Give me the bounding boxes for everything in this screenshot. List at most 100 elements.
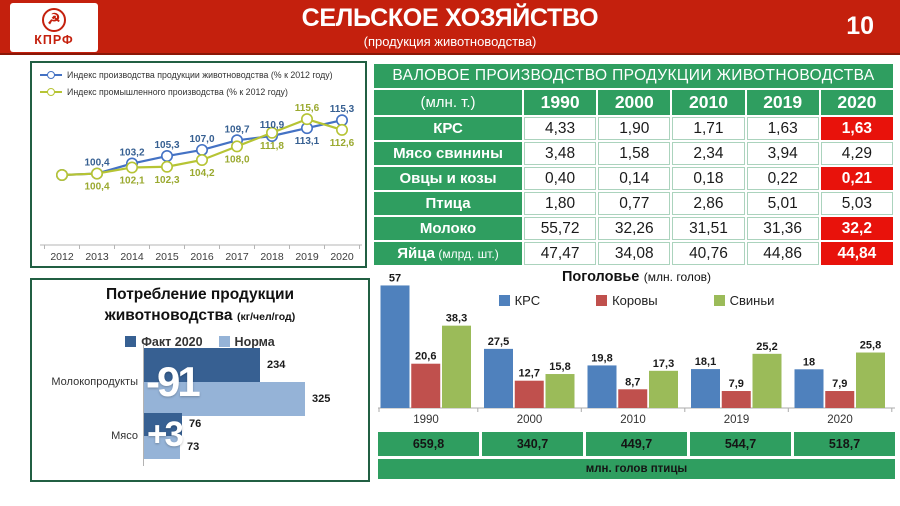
livestock-bar — [484, 348, 513, 408]
x-tick-label: 2016 — [190, 251, 214, 263]
title-units: (кг/чел/год) — [236, 310, 296, 323]
category-label: Молокопродукты — [51, 376, 138, 388]
livestock-bar — [856, 352, 885, 408]
page-subtitle: (продукция животноводства) — [363, 34, 537, 49]
unit-header-cell: (млн. т.) — [374, 90, 522, 115]
row-label-cell: Молоко — [374, 217, 522, 240]
production-table-grid: ВАЛОВОЕ ПРОИЗВОДСТВО ПРОДУКЦИИ ЖИВОТНОВО… — [372, 62, 895, 267]
x-tick-label: 2015 — [155, 251, 179, 263]
bar-value-label: 7,9 — [729, 378, 744, 390]
bar-value-label: 57 — [389, 272, 401, 284]
value-cell: 47,47 — [524, 242, 597, 265]
cows-swatch-icon — [596, 295, 608, 306]
bar-value-label: 7,9 — [832, 378, 847, 390]
table-row: Яйца (млрд. шт.) 47,47 34,08 40,76 44,86 44,8… — [374, 242, 893, 265]
y-axis-line — [143, 344, 144, 466]
value-cell: 0,18 — [672, 167, 745, 190]
delta-label: +3 — [147, 415, 184, 454]
value-cell: 34,08 — [598, 242, 671, 265]
value-cell: 1,63 — [820, 117, 893, 140]
livestock-bar — [825, 391, 855, 408]
delta-label: -91 — [146, 358, 201, 405]
kprf-logo: ☭ КПРФ — [10, 3, 98, 52]
data-point — [196, 143, 209, 156]
consumption-bar — [144, 348, 260, 382]
value-cell: 40,76 — [672, 242, 745, 265]
hammer-sickle-icon: ☭ — [42, 8, 66, 32]
legend-label: Свиньи — [729, 293, 775, 308]
title-units: (млн. голов) — [643, 270, 712, 284]
point-label: 115,6 — [295, 103, 320, 114]
data-point — [335, 123, 348, 136]
value-cell: 2,34 — [672, 142, 745, 165]
index-line-chart-panel: Индекс производства продукции животновод… — [30, 61, 367, 268]
year-header-cell: 2020 — [820, 90, 893, 115]
index-line-chart: 2012 2013 2014 2015 2016 2017 2018 2019 2020 100,… — [40, 103, 362, 263]
value-cell: 32,26 — [598, 217, 671, 240]
livestock-bar — [794, 369, 824, 408]
bar-value-label: 73 — [187, 441, 200, 453]
row-label-cell: Овцы и козы — [374, 167, 522, 190]
point-label: 102,3 — [154, 175, 179, 186]
value-cell: 44,84 — [820, 242, 893, 265]
table-row: Мясо свинины 3,48 1,58 2,34 3,94 4,29 — [374, 142, 893, 165]
legend-item-pigs: Свиньи — [713, 293, 775, 308]
livestock-bar — [380, 285, 410, 408]
data-point — [161, 150, 174, 163]
livestock-bar — [752, 353, 782, 408]
livestock-chart-title: Поголовье (млн. голов) — [378, 268, 895, 286]
row-label-cell: КРС — [374, 117, 522, 140]
poultry-values-row: 659,8 340,7 449,7 544,7 518,7 — [378, 432, 895, 456]
bar-value-label: 18,1 — [695, 356, 716, 368]
line-chart-legend: Индекс производства продукции животновод… — [40, 70, 333, 104]
legend-item-norm: Норма — [218, 335, 275, 349]
legend-label: Норма — [234, 335, 275, 349]
point-label: 100,4 — [84, 182, 109, 193]
point-label: 113,1 — [295, 136, 320, 147]
livestock-bar — [442, 325, 471, 408]
point-label: 110,9 — [260, 120, 285, 131]
page-title: СЕЛЬСКОЕ ХОЗЯЙСТВО — [301, 4, 599, 32]
x-tick-label: 2019 — [724, 414, 750, 426]
x-tick-label: 2018 — [260, 251, 284, 263]
consumption-legend: Факт 2020 Норма — [32, 335, 368, 349]
x-tick-label: 2020 — [330, 251, 354, 263]
value-cell: 31,36 — [746, 217, 819, 240]
point-label: 100,4 — [84, 158, 109, 169]
livestock-bar — [721, 391, 751, 408]
value-cell: 0,14 — [598, 167, 671, 190]
bar-value-label: 18 — [803, 356, 815, 368]
consumption-chart-title: Потребление продукции животноводства (кг… — [32, 285, 368, 327]
value-cell: 4,29 — [820, 142, 893, 165]
bar-value-label: 38,3 — [446, 313, 467, 325]
bar-value-label: 19,8 — [591, 352, 612, 364]
year-header-cell: 1990 — [524, 90, 597, 115]
production-table: ВАЛОВОЕ ПРОИЗВОДСТВО ПРОДУКЦИИ ЖИВОТНОВО… — [372, 62, 895, 267]
legend-item-livestock-index: Индекс производства продукции животновод… — [40, 70, 333, 80]
bar-value-label: 325 — [312, 392, 331, 405]
poultry-value-cell: 449,7 — [586, 432, 687, 456]
bar-value-label: 234 — [267, 358, 286, 371]
data-point — [196, 153, 209, 166]
x-tick-label: 1990 — [413, 414, 439, 426]
table-row: КРС 4,33 1,90 1,71 1,63 1,63 — [374, 117, 893, 140]
point-label: 109,7 — [224, 124, 249, 135]
livestock-chart-area: 57 20,6 38,3 1990 27,5 12,7 15,8 2000 19,8 8,7 17,… — [378, 268, 895, 480]
x-tick-label: 2019 — [295, 251, 319, 263]
legend-label: Индекс производства продукции животновод… — [67, 70, 333, 80]
legend-label: Коровы — [612, 293, 658, 308]
table-row: Птица 1,80 0,77 2,86 5,01 5,03 — [374, 192, 893, 215]
line-marker-icon — [40, 87, 62, 97]
value-cell: 1,80 — [524, 192, 597, 215]
livestock-bar — [545, 374, 575, 408]
livestock-bar — [618, 389, 648, 408]
livestock-bar — [411, 363, 441, 408]
value-cell: 0,22 — [746, 167, 819, 190]
pigs-swatch-icon — [713, 295, 725, 306]
point-label: 115,3 — [330, 104, 355, 115]
data-point — [161, 160, 174, 173]
page-number: 10 — [846, 12, 874, 40]
x-tick-label: 2010 — [620, 414, 646, 426]
consumption-bar — [144, 382, 305, 416]
